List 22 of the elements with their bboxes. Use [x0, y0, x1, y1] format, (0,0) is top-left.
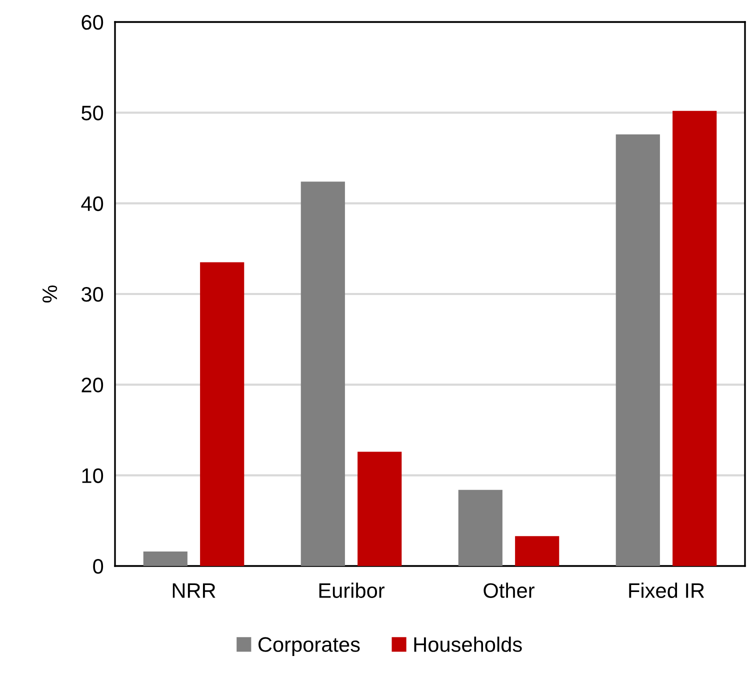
x-tick-label: Euribor: [319, 582, 384, 598]
y-tick-label: 50: [82, 106, 104, 120]
legend-label: Corporates: [258, 637, 360, 656]
bar: [616, 134, 660, 566]
bar: [200, 262, 244, 566]
y-tick-label: 40: [81, 196, 104, 212]
legend-label: Households: [414, 636, 522, 652]
x-tick-label: NRR: [172, 583, 216, 598]
y-tick-label: 60: [82, 15, 104, 30]
x-tick-label: Other: [484, 582, 534, 598]
bar: [143, 551, 188, 566]
bar: [672, 110, 717, 566]
bar: [300, 182, 345, 566]
y-axis-title: %: [42, 285, 58, 303]
y-tick-label: 0: [93, 559, 104, 574]
bar: [358, 452, 402, 566]
y-tick-label: 10: [82, 468, 104, 484]
y-tick-label: 20: [82, 378, 104, 392]
bar: [515, 536, 560, 566]
bar: [458, 490, 502, 566]
x-tick-label: Fixed IR: [629, 582, 704, 598]
y-tick-label: 30: [82, 287, 104, 302]
